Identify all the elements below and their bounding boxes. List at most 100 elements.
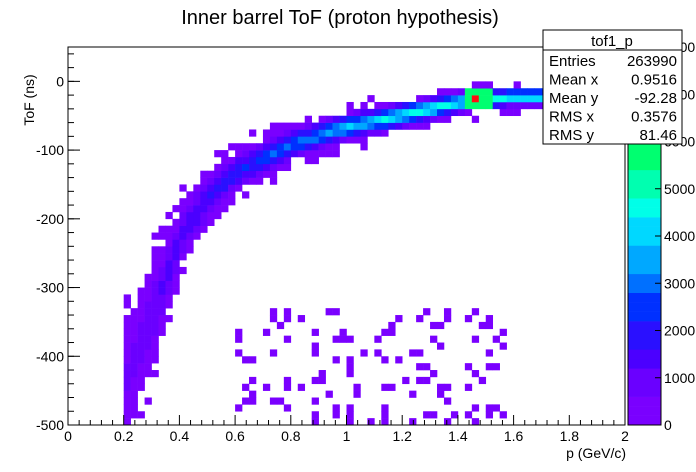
palette-step-17	[628, 254, 661, 265]
heatmap-cell-92	[158, 280, 166, 288]
heatmap-cell-361	[353, 122, 361, 130]
heatmap-cell-165	[207, 205, 215, 213]
heatmap-cell-494	[478, 321, 487, 330]
heatmap-cell-53	[144, 356, 152, 364]
heatmap-cell-202	[235, 177, 243, 185]
heatmap-cell-153	[193, 184, 201, 192]
heatmap-cell-263	[276, 136, 285, 144]
heatmap-cell-228	[249, 129, 257, 137]
stats-rows: Entries 263990 Mean x 0.9516 Mean y -92.28 RMS…	[549, 53, 677, 144]
heatmap-cell-447	[437, 390, 445, 398]
heatmap-cell-394	[381, 108, 389, 117]
heatmap-cell-481	[464, 95, 473, 103]
heatmap-cell-134	[179, 205, 187, 213]
heatmap-cell-232	[255, 156, 264, 165]
heatmap-cell-364	[360, 349, 368, 357]
heatmap-cell-525	[506, 88, 514, 96]
heatmap-cell-529	[513, 88, 521, 96]
heatmap-cell-422	[416, 363, 424, 371]
heatmap-cell-354	[346, 115, 354, 123]
heatmap-cell-452	[437, 108, 445, 117]
heatmap-cell-434	[423, 122, 431, 130]
heatmap-cell-222	[249, 177, 257, 185]
heatmap-cell-454	[437, 95, 445, 103]
heatmap-cell-432	[423, 363, 431, 371]
heatmap-cell-477	[464, 363, 473, 371]
heatmap-cell-192	[228, 177, 236, 185]
heatmap-cell-306	[311, 150, 319, 158]
heatmap-cell-283	[290, 122, 299, 130]
heatmap-cell-20	[130, 397, 138, 405]
heatmap-cell-327	[332, 411, 340, 419]
x-tick-label-9: 1.8	[560, 428, 580, 444]
heatmap-cell-147	[193, 225, 201, 233]
heatmap-cell-109	[165, 246, 173, 254]
heatmap-cell-316	[318, 129, 326, 137]
heatmap-cell-343	[339, 115, 347, 123]
heatmap-cell-154	[200, 225, 208, 233]
heatmap-cell-439	[430, 411, 438, 419]
heatmap-cell-271	[283, 308, 292, 316]
heatmap-cell-56	[144, 335, 152, 343]
palette-step-21	[628, 217, 661, 227]
heatmap-cell-186	[221, 163, 229, 172]
heatmap-cell-50	[144, 397, 152, 405]
heatmap-cell-26	[130, 356, 138, 364]
heatmap-cell-257	[276, 397, 285, 405]
heatmap-cell-55	[144, 342, 152, 350]
heatmap-cell-440	[430, 370, 438, 378]
heatmap-cell-433	[423, 308, 431, 316]
heatmap-cell-249	[269, 170, 278, 178]
heatmap-cell-313	[318, 150, 326, 158]
heatmap-cell-140	[186, 225, 194, 233]
heatmap-cell-484	[471, 404, 480, 412]
heatmap-cell-360	[353, 129, 361, 137]
heatmap-cell-115	[172, 280, 180, 288]
heatmap-cell-506	[485, 95, 494, 103]
heatmap-cell-305	[311, 156, 319, 165]
heatmap-cell-48	[137, 294, 145, 302]
heatmap-cell-28	[130, 342, 138, 350]
heatmap-cell-514	[492, 88, 500, 96]
palette-step-6	[628, 358, 661, 369]
palette-step-12	[628, 302, 661, 312]
palette-step-9	[628, 330, 661, 341]
heatmap-cell-469	[450, 95, 459, 103]
palette-step-26	[628, 169, 661, 180]
heatmap-cell-317	[318, 122, 326, 130]
palette-step-22	[628, 207, 661, 218]
heatmap-cell-299	[311, 411, 319, 419]
heatmap-cell-276	[283, 136, 292, 144]
heatmap-cell-428	[416, 101, 424, 110]
x-axis-ticks: 0 0.2 0.4 0.6 0.8 1 1.2 1.4 1.6 1.8 2	[64, 415, 629, 444]
heatmap-cell-131	[179, 225, 187, 233]
heatmap-cell-161	[200, 177, 208, 185]
heatmap-cell-166	[207, 198, 215, 206]
heatmap-cell-346	[346, 404, 354, 412]
heatmap-cell-70	[151, 335, 159, 343]
heatmap-cell-137	[186, 246, 194, 254]
heatmap-cell-530	[513, 81, 521, 89]
heatmap-cell-209	[242, 383, 250, 391]
heatmap-cell-199	[235, 335, 243, 343]
heatmap-cell-21	[130, 390, 138, 398]
heatmap-cell-250	[269, 163, 278, 172]
heatmap-cell-33	[130, 308, 138, 316]
heatmap-cell-339	[339, 328, 347, 336]
y-tick-label-3: -300	[36, 280, 64, 296]
y-tick-label-0: 0	[56, 73, 64, 89]
heatmap-cell-448	[437, 383, 445, 391]
heatmap-cell-499	[485, 411, 494, 419]
heatmap-cell-333	[332, 143, 340, 151]
stats-box-frame	[542, 29, 683, 145]
heatmap-cell-107	[165, 260, 173, 268]
heatmap-cell-320	[325, 308, 333, 316]
heatmap-cell-237	[262, 170, 271, 178]
heatmap-cell-340	[339, 136, 347, 144]
heatmap-cell-65	[144, 273, 152, 281]
heatmap-cell-142	[186, 211, 194, 220]
heatmap-cell-341	[339, 129, 347, 137]
heatmap-cell-220	[249, 376, 257, 385]
heatmap-cell-14	[123, 321, 131, 330]
